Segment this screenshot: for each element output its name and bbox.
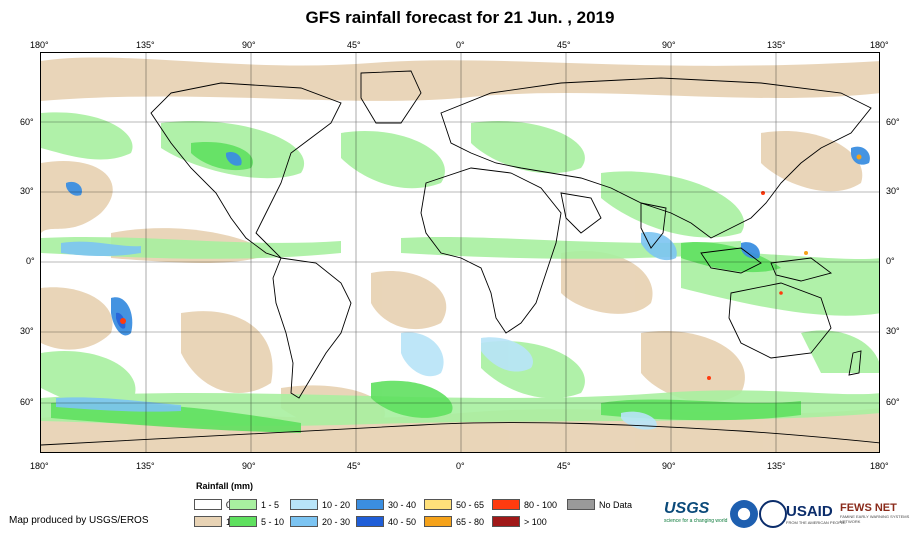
- legend-item: 20 - 30: [290, 516, 350, 527]
- lon-tick: 135°: [136, 40, 155, 50]
- lat-tick: 0°: [886, 256, 895, 266]
- noaa-seal-icon: [730, 500, 758, 528]
- lon-tick: 180°: [870, 461, 889, 471]
- lon-tick: 0°: [456, 40, 465, 50]
- lon-tick: 90°: [242, 461, 256, 471]
- legend-item: 1 - 5: [229, 499, 279, 510]
- legend-label: 30 - 40: [388, 499, 417, 510]
- legend-label: 0: [226, 500, 231, 510]
- rain-10-30mm-areas: [56, 232, 677, 430]
- fews-net-logo: FEWS NET FAMINE EARLY WARNING SYSTEMS NE…: [840, 502, 920, 524]
- graticule: [41, 53, 879, 452]
- legend-item: 10 - 20: [290, 499, 350, 510]
- lat-tick: 0°: [26, 256, 35, 266]
- legend-swatch: [290, 516, 318, 527]
- usaid-tagline: FROM THE AMERICAN PEOPLE: [786, 520, 846, 525]
- legend-label: 65 - 80: [456, 516, 485, 527]
- lon-tick: 180°: [30, 461, 49, 471]
- map-title: GFS rainfall forecast for 21 Jun. , 2019: [305, 8, 615, 27]
- lon-tick: 135°: [136, 461, 155, 471]
- lat-tick: 30°: [20, 186, 34, 196]
- usaid-logo: USAID FROM THE AMERICAN PEOPLE: [786, 503, 846, 525]
- lon-tick: 90°: [662, 461, 676, 471]
- legend-swatch: [492, 516, 520, 527]
- legend-item: 5 - 10: [229, 516, 284, 527]
- lon-tick: 45°: [557, 461, 571, 471]
- lat-tick: 60°: [886, 117, 900, 127]
- legend-item: 1: [194, 516, 231, 527]
- fews-tagline: FAMINE EARLY WARNING SYSTEMS NETWORK: [840, 514, 910, 524]
- legend-swatch: [356, 516, 384, 527]
- legend-swatch: [229, 516, 257, 527]
- legend-title: Rainfall (mm): [196, 481, 254, 491]
- lon-tick: 180°: [30, 40, 49, 50]
- lon-tick: 90°: [662, 40, 676, 50]
- usaid-wordmark: USAID: [786, 503, 833, 520]
- legend-label: 1 - 5: [261, 499, 280, 510]
- legend-label: 20 - 30: [322, 516, 351, 527]
- legend-label: 40 - 50: [388, 516, 417, 527]
- lon-tick: 180°: [870, 40, 889, 50]
- legend-label: No Data: [599, 499, 633, 510]
- legend-swatch: [194, 499, 222, 510]
- lat-tick: 30°: [20, 326, 34, 336]
- lon-tick: 135°: [767, 461, 786, 471]
- map-credit: Map produced by USGS/EROS: [9, 515, 149, 526]
- usgs-tagline: science for a changing world: [664, 518, 728, 524]
- lat-tick: 60°: [886, 397, 900, 407]
- lat-tick: 60°: [20, 397, 34, 407]
- legend-swatch: [567, 499, 595, 510]
- lat-tick: 30°: [886, 186, 900, 196]
- legend-item: > 100: [492, 516, 547, 527]
- lat-tick: 30°: [886, 326, 900, 336]
- legend-item: 0: [194, 499, 231, 510]
- rainfall-map: [40, 52, 880, 453]
- lon-tick: 90°: [242, 40, 256, 50]
- legend-label: 1: [226, 517, 231, 527]
- legend-item: 65 - 80: [424, 516, 484, 527]
- lon-tick: 45°: [347, 40, 361, 50]
- legend-swatch: [492, 499, 520, 510]
- usaid-seal-icon: [759, 500, 787, 528]
- legend-item: 40 - 50: [356, 516, 416, 527]
- coastlines: [41, 70, 879, 446]
- legend-swatch: [229, 499, 257, 510]
- legend-label: 80 - 100: [524, 499, 558, 510]
- legend-swatch: [290, 499, 318, 510]
- legend-item: 50 - 65: [424, 499, 484, 510]
- lat-tick: 60°: [20, 117, 34, 127]
- legend-swatch: [194, 516, 222, 527]
- lon-tick: 135°: [767, 40, 786, 50]
- lon-tick: 45°: [557, 40, 571, 50]
- map-canvas: [41, 53, 879, 452]
- lon-tick: 0°: [456, 461, 465, 471]
- legend-item: No Data: [567, 499, 632, 510]
- legend-swatch: [424, 499, 452, 510]
- legend-label: > 100: [524, 516, 547, 527]
- lon-tick: 45°: [347, 461, 361, 471]
- legend-label: 50 - 65: [456, 499, 485, 510]
- legend-swatch: [356, 499, 384, 510]
- legend-label: 5 - 10: [261, 516, 285, 527]
- legend-item: 30 - 40: [356, 499, 416, 510]
- legend-label: 10 - 20: [322, 499, 351, 510]
- usgs-wordmark: USGS: [664, 500, 710, 517]
- legend-swatch: [424, 516, 452, 527]
- usgs-logo: USGS science for a changing world: [664, 500, 727, 528]
- legend-item: 80 - 100: [492, 499, 557, 510]
- fews-wordmark: FEWS NET: [840, 502, 897, 514]
